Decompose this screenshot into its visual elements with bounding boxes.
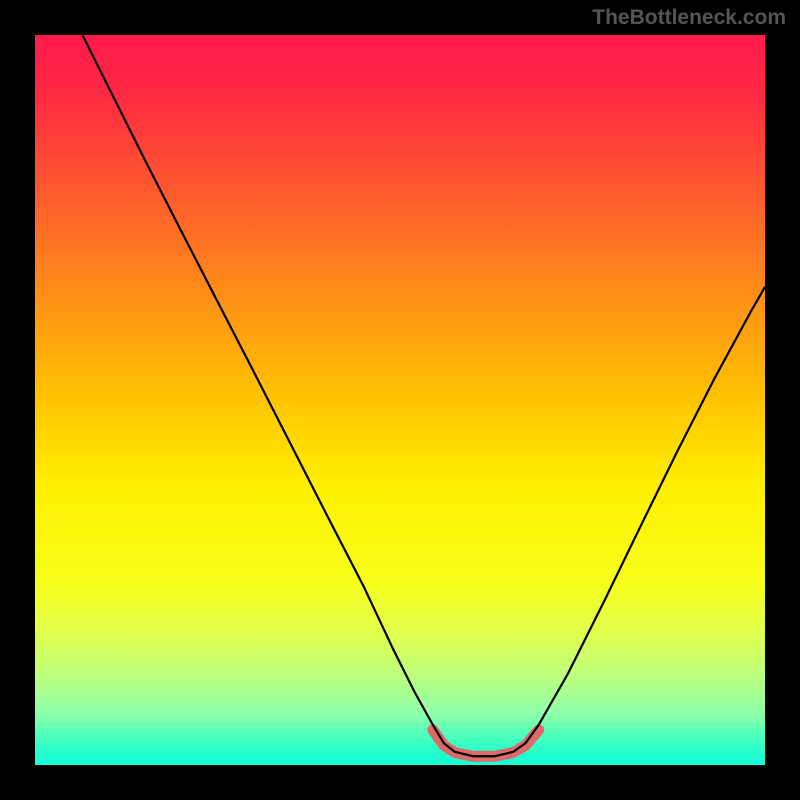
- chart-container: TheBottleneck.com: [0, 0, 800, 800]
- chart-svg: [35, 35, 765, 765]
- green-stripe: [35, 749, 765, 755]
- watermark-text: TheBottleneck.com: [592, 6, 786, 30]
- green-stripe: [35, 723, 765, 729]
- green-stripe: [35, 733, 765, 739]
- green-stripe: [35, 718, 765, 724]
- green-stripe: [35, 754, 765, 760]
- green-stripe: [35, 760, 765, 765]
- green-stripe: [35, 744, 765, 750]
- green-stripe: [35, 739, 765, 745]
- green-stripe: [35, 728, 765, 734]
- plot-area: [35, 35, 765, 765]
- gradient-background: [35, 35, 765, 765]
